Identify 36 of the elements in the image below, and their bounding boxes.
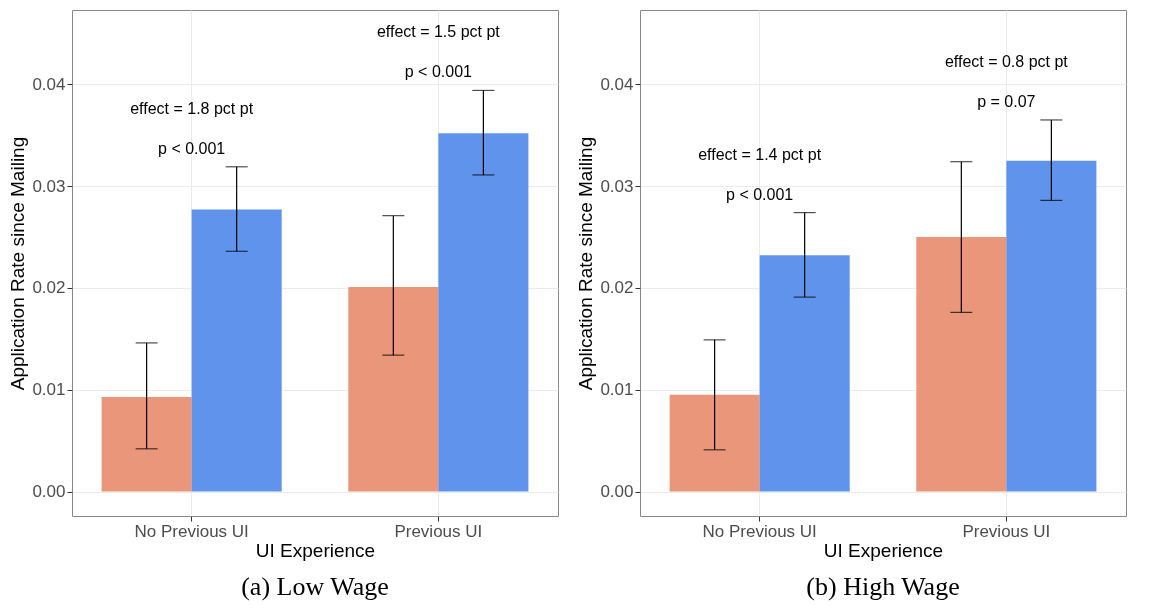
- annotation: p < 0.001: [158, 139, 226, 157]
- annotation: effect = 1.4 pct pt: [698, 145, 822, 163]
- y-tick-label: 0.04: [32, 74, 66, 94]
- x-tick-label: Previous UI: [394, 521, 483, 541]
- y-axis-title: Application Rate since Mailing: [575, 136, 597, 391]
- y-tick-label: 0.00: [600, 482, 634, 502]
- text: (b) High Wage: [806, 572, 960, 601]
- x-axis-title: UI Experience: [823, 539, 944, 561]
- bar: [916, 237, 1007, 492]
- x-axis-title: UI Experience: [255, 539, 376, 561]
- y-tick-label: 0.03: [32, 176, 66, 196]
- bar: [669, 394, 760, 492]
- y-tick-label: 0.02: [600, 278, 634, 298]
- y-tick-label: 0.02: [32, 278, 66, 298]
- bar: [438, 133, 529, 492]
- x-tick-label: Previous UI: [962, 521, 1051, 541]
- bar: [759, 255, 850, 492]
- bar: [191, 209, 282, 492]
- annotation: p = 0.07: [977, 92, 1036, 110]
- bar: [348, 286, 439, 492]
- annotation: p < 0.001: [404, 63, 473, 81]
- bar: [101, 396, 192, 492]
- annotation: effect = 0.8 pct pt: [944, 52, 1069, 70]
- y-tick-label: 0.03: [600, 176, 634, 196]
- text: (a) Low Wage: [241, 572, 389, 601]
- y-tick-label: 0.01: [600, 380, 634, 400]
- x-tick-label: No Previous UI: [134, 521, 249, 541]
- annotation: p < 0.001: [726, 185, 794, 203]
- x-tick-label: No Previous UI: [702, 521, 817, 541]
- y-tick-label: 0.00: [32, 482, 66, 502]
- y-tick-label: 0.04: [600, 74, 634, 94]
- annotation: effect = 1.5 pct pt: [376, 23, 501, 41]
- bar: [1006, 160, 1097, 492]
- y-axis-title: Application Rate since Mailing: [7, 136, 29, 391]
- annotation: effect = 1.8 pct pt: [130, 99, 254, 117]
- y-tick-label: 0.01: [32, 380, 66, 400]
